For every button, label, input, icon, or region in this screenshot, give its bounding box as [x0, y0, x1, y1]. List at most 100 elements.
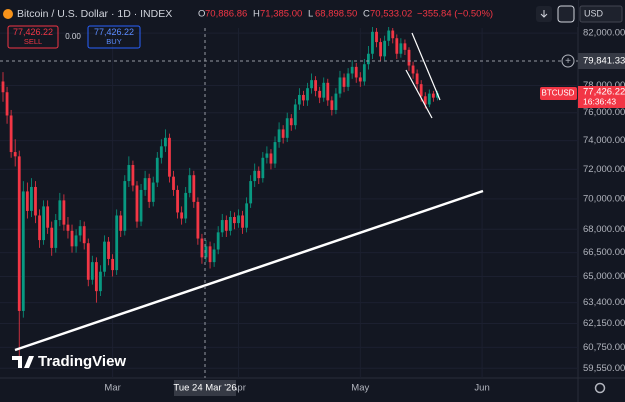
candle-body [139, 189, 143, 222]
candle-body [184, 192, 188, 219]
candle-body [399, 43, 403, 54]
candle-body [387, 30, 391, 41]
candle-body [362, 64, 366, 82]
y-tick-label: 68,000.00 [583, 224, 625, 235]
crosshair-price-box [578, 53, 625, 69]
plus-icon: + [565, 56, 571, 67]
candle-body [1, 81, 5, 93]
candle-body [338, 77, 342, 94]
candle-body [212, 249, 216, 263]
crosshair-price: 79,841.33 [583, 56, 625, 67]
settings-button[interactable] [594, 382, 606, 394]
candle-body [346, 73, 350, 87]
candle-body [123, 181, 127, 231]
symbol-title[interactable]: Bitcoin / U.S. Dollar · 1D · INDEX [17, 8, 172, 20]
candle-body [42, 206, 45, 241]
buy-button[interactable] [87, 25, 141, 49]
y-tick-label: 59,550.00 [583, 363, 625, 374]
candle-body [208, 246, 212, 263]
candle-body [306, 88, 309, 101]
layout-button[interactable] [557, 5, 575, 23]
ohlc-value: 71,385.00 [260, 9, 302, 20]
x-tick-label: Jun [474, 383, 489, 394]
candle-body [253, 170, 257, 182]
buy-price: 77,426.22 [94, 27, 134, 37]
countdown: 16:36:43 [583, 96, 616, 106]
y-tick-label: 82,000.00 [583, 28, 625, 39]
candle-body [407, 49, 411, 66]
spread: 0.00 [65, 32, 81, 41]
candle-body [82, 226, 86, 244]
candle-body [318, 90, 322, 98]
channel-line[interactable] [411, 32, 441, 101]
candle-body [143, 178, 147, 190]
candle-body [281, 129, 285, 138]
candle-body [293, 104, 297, 126]
candle-body [9, 115, 13, 153]
candle-body [354, 66, 358, 78]
candle-body [46, 206, 50, 228]
candle-body [90, 262, 94, 280]
candle-body [302, 94, 305, 101]
sell-price: 77,426.22 [13, 27, 53, 37]
candle-body [127, 165, 131, 182]
buy-label: BUY [106, 37, 121, 46]
candle-body [367, 53, 370, 65]
candle-body [111, 258, 115, 271]
add-alert-button[interactable] [561, 54, 575, 68]
candle-body [431, 93, 435, 98]
candle-body [155, 157, 159, 183]
candle-body [358, 77, 362, 82]
candle-body [427, 93, 431, 105]
candle-body [70, 230, 74, 247]
channel-line[interactable] [405, 69, 433, 119]
candle-body [30, 186, 33, 211]
ohlc-value: 68,898.50 [315, 9, 357, 20]
candle-body [423, 96, 427, 105]
candle-body [342, 77, 346, 87]
currency: USD [584, 8, 604, 18]
candle-body [233, 216, 236, 224]
candle-body [375, 31, 378, 43]
last-price: 77,426.22 [583, 87, 625, 98]
candle-body [277, 129, 281, 143]
candle-body [188, 175, 192, 193]
candle-body [78, 226, 82, 236]
candle-body [5, 92, 9, 116]
candle-body [415, 73, 419, 85]
y-tick-label: 66,500.00 [583, 247, 625, 258]
candle-body [176, 189, 179, 213]
candle-body [395, 38, 399, 54]
candle-body [436, 93, 439, 98]
candle-body [419, 84, 423, 97]
ohlc-key: C [363, 9, 370, 20]
candle-body [192, 175, 196, 202]
candle-body [269, 153, 273, 164]
y-tick-label: 76,000.00 [583, 107, 625, 118]
candle-body [326, 82, 330, 101]
candle-body [379, 42, 382, 57]
candle-body [310, 80, 313, 89]
trend-line[interactable] [14, 189, 484, 352]
candle-body [103, 241, 106, 272]
candle-body [330, 100, 334, 110]
sell-button[interactable] [7, 25, 59, 49]
candle-body [50, 227, 54, 248]
candle-body [289, 118, 293, 126]
candle-body [147, 178, 151, 202]
y-tick-label: 63,400.00 [583, 297, 625, 308]
change: −355.84 (−0.50%) [417, 9, 493, 20]
candle-body [200, 238, 204, 258]
candle-body [66, 224, 70, 231]
y-tick-label: 74,000.00 [583, 135, 625, 146]
y-tick-label: 60,750.00 [583, 342, 625, 353]
candle-body [391, 30, 395, 39]
candle-body [62, 200, 66, 225]
currency-selector[interactable] [579, 5, 623, 23]
x-tick-label: May [351, 383, 369, 394]
candle-body [314, 80, 318, 91]
crosshair-date: Tue 24 Mar '26 [173, 383, 236, 394]
candle-body [131, 165, 135, 186]
candle-body [58, 200, 62, 221]
